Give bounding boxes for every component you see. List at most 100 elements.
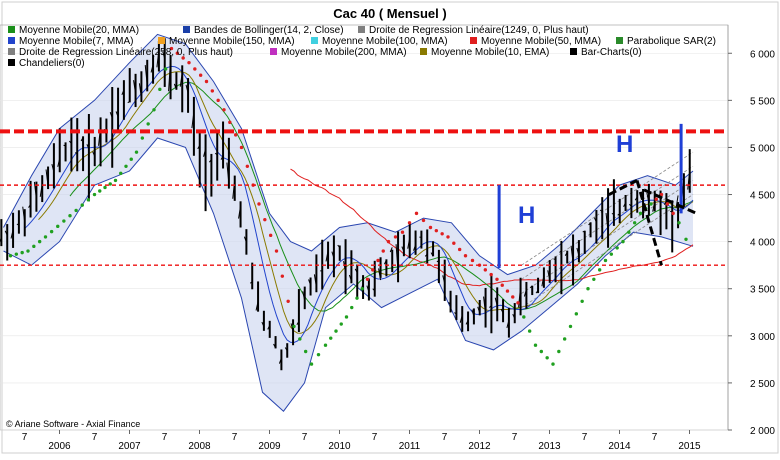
legend-swatch <box>8 48 15 55</box>
parabolic-sar-dot <box>216 99 219 102</box>
parabolic-sar-dot <box>361 287 364 290</box>
parabolic-sar-dot <box>340 322 343 325</box>
parabolic-sar-dot <box>193 67 196 70</box>
parabolic-sar-dot <box>329 336 332 339</box>
x-year-label: 2011 <box>399 441 421 452</box>
parabolic-sar-dot <box>304 350 307 353</box>
y-tick-label: 4 500 <box>750 191 775 202</box>
parabolic-sar-dot <box>240 146 243 149</box>
y-tick-label: 3 500 <box>750 285 775 296</box>
parabolic-sar-dot <box>598 268 601 271</box>
parabolic-sar-dot <box>569 325 572 328</box>
legend-label: Bar-Charts(0) <box>581 47 642 58</box>
legend-swatch <box>358 26 365 33</box>
parabolic-sar-dot <box>87 198 90 201</box>
parabolic-sar-dot <box>633 221 636 224</box>
parabolic-sar-dot <box>615 246 618 249</box>
parabolic-sar-dot <box>119 172 122 175</box>
parabolic-sar-dot <box>74 209 77 212</box>
parabolic-sar-dot <box>199 74 202 77</box>
legend-swatch <box>470 37 477 44</box>
parabolic-sar-dot <box>528 329 531 332</box>
parabolic-sar-dot <box>580 300 583 303</box>
parabolic-sar-dot <box>222 108 225 111</box>
parabolic-sar-dot <box>501 283 504 286</box>
legend-swatch <box>183 26 190 33</box>
parabolic-sar-dot <box>604 259 607 262</box>
parabolic-sar-dot <box>551 362 554 365</box>
legend-swatch <box>8 59 15 66</box>
parabolic-sar-dot <box>415 212 418 215</box>
head-annotation-label: H <box>616 131 633 158</box>
parabolic-sar-dot <box>292 325 295 328</box>
legend-label: Moyenne Mobile(100, MMA) <box>322 36 448 47</box>
y-tick-label: 5 000 <box>750 143 775 154</box>
parabolic-sar-dot <box>540 350 543 353</box>
parabolic-sar-dot <box>471 259 474 262</box>
x-year-label: 2009 <box>258 441 281 452</box>
parabolic-sar-dot <box>495 278 498 281</box>
parabolic-sar-dot <box>298 337 301 340</box>
parabolic-sar-dot <box>394 235 397 238</box>
parabolic-sar-dot <box>489 273 492 276</box>
legend-swatch <box>270 48 277 55</box>
y-tick-label: 3 000 <box>750 332 775 343</box>
chart-title: Cac 40 ( Mensuel ) <box>333 6 446 21</box>
head-annotation-label: H <box>518 202 535 229</box>
parabolic-sar-dot <box>152 108 155 111</box>
parabolic-sar-dot <box>484 268 487 271</box>
parabolic-sar-dot <box>257 202 260 205</box>
parabolic-sar-dot <box>310 362 313 365</box>
x-year-label: 2006 <box>48 441 71 452</box>
parabolic-sar-dot <box>422 219 425 222</box>
parabolic-sar-dot <box>103 186 106 189</box>
legend-label: Moyenne Mobile(50, MMA) <box>481 36 601 47</box>
parabolic-sar-dot <box>464 254 467 257</box>
legend-label: Droite de Regression Linéaire(258, 0, Pl… <box>19 47 233 58</box>
parabolic-sar-dot <box>26 249 29 252</box>
parabolic-sar-dot <box>81 203 84 206</box>
parabolic-sar-dot <box>246 165 249 168</box>
legend-label: Moyenne Mobile(150, MMA) <box>169 36 295 47</box>
parabolic-sar-dot <box>38 240 41 243</box>
parabolic-sar-dot <box>355 296 358 299</box>
parabolic-sar-dot <box>452 241 455 244</box>
x-month-label: 7 <box>442 432 448 443</box>
legend-label: Bandes de Bollinger(14, 2, Close) <box>194 25 344 36</box>
legend-label: Moyenne Mobile(200, MMA) <box>281 47 407 58</box>
x-month-label: 7 <box>232 432 238 443</box>
parabolic-sar-dot <box>234 133 237 136</box>
parabolic-sar-dot <box>376 259 379 262</box>
parabolic-sar-dot <box>610 252 613 255</box>
parabolic-sar-dot <box>408 221 411 224</box>
parabolic-sar-dot <box>429 226 432 229</box>
parabolic-sar-dot <box>205 80 208 83</box>
parabolic-sar-dot <box>516 301 519 304</box>
parabolic-sar-dot <box>32 245 35 248</box>
parabolic-sar-dot <box>124 165 127 168</box>
parabolic-sar-dot <box>382 249 385 252</box>
y-tick-label: 5 500 <box>750 96 775 107</box>
parabolic-sar-dot <box>275 249 278 252</box>
x-month-label: 7 <box>582 432 588 443</box>
legend-label: Moyenne Mobile(10, EMA) <box>431 47 549 58</box>
parabolic-sar-dot <box>655 198 658 201</box>
parabolic-sar-dot <box>324 344 327 347</box>
y-tick-label: 6 000 <box>750 49 775 60</box>
parabolic-sar-dot <box>56 225 59 228</box>
legend-swatch <box>570 48 577 55</box>
parabolic-sar-dot <box>401 231 404 234</box>
x-year-label: 2013 <box>538 441 561 452</box>
price-bar-open-tick <box>64 145 66 146</box>
parabolic-sar-dot <box>93 193 96 196</box>
parabolic-sar-dot <box>44 235 47 238</box>
price-bar-open-tick <box>670 211 672 212</box>
parabolic-sar-dot <box>621 240 624 243</box>
parabolic-sar-dot <box>506 289 509 292</box>
parabolic-sar-dot <box>639 212 642 215</box>
legend-swatch <box>616 37 623 44</box>
x-year-label: 2012 <box>468 441 491 452</box>
x-year-label: 2015 <box>678 441 701 452</box>
legend-swatch <box>420 48 427 55</box>
x-year-label: 2010 <box>328 441 351 452</box>
